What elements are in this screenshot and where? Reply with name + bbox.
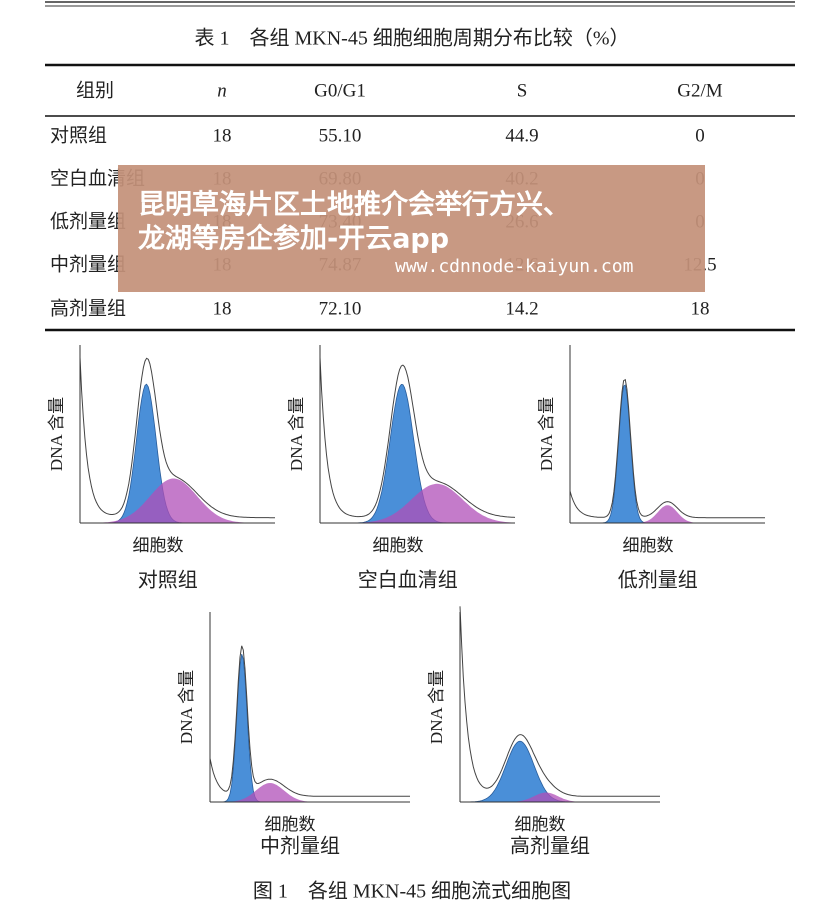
x-axis-label: 细胞数	[623, 536, 674, 555]
x-axis-label: 细胞数	[265, 815, 316, 834]
panel-caption: 空白血清组	[358, 569, 458, 592]
header-cell: n	[217, 80, 227, 101]
table-cell: 44.9	[505, 125, 538, 146]
x-axis-label: 细胞数	[373, 536, 424, 555]
row-label: 对照组	[50, 124, 107, 146]
row-label: 高剂量组	[50, 297, 126, 319]
table-cell: 72.10	[319, 298, 362, 319]
g1-peak	[210, 653, 410, 803]
outline	[569, 378, 765, 519]
table-cell: 18	[213, 125, 232, 146]
y-axis-label: DNA 含量	[427, 670, 446, 744]
header-cell: G2/M	[677, 80, 723, 101]
panel-caption: 中剂量组	[260, 835, 340, 858]
x-axis-label: 细胞数	[133, 536, 184, 555]
table-cell: 0	[695, 125, 705, 146]
panel-caption: 对照组	[138, 569, 198, 592]
outline	[209, 645, 410, 797]
table-cell: 18	[691, 298, 710, 319]
s-phase	[320, 483, 515, 523]
g1-peak	[460, 740, 660, 803]
header-cell: S	[517, 80, 528, 101]
outline	[319, 357, 516, 518]
s-phase	[570, 505, 765, 523]
table-title: 表 1 各组 MKN-45 细胞细胞周期分布比较（%）	[195, 27, 630, 50]
header-cell: 组别	[76, 79, 114, 101]
panel-caption: 低剂量组	[618, 569, 698, 592]
figure-caption: 图 1 各组 MKN-45 细胞流式细胞图	[253, 880, 571, 903]
overlay-url: www.cdnnode-kaiyun.com	[395, 256, 633, 277]
outline	[79, 357, 275, 519]
x-axis-label: 细胞数	[515, 815, 566, 834]
row-label: 中剂量组	[50, 253, 126, 275]
g1-peak	[570, 384, 765, 524]
s-phase	[210, 783, 410, 802]
overlay-box	[118, 165, 705, 292]
table-cell: 55.10	[319, 125, 362, 146]
header-cell: G0/G1	[314, 80, 366, 101]
overlay-headline: 龙湖等房企参加-开云app	[138, 223, 449, 255]
outline	[459, 606, 660, 797]
table-cell: 14.2	[505, 298, 538, 319]
overlay-headline: 昆明草海片区土地推介会举行方兴、	[138, 189, 570, 221]
panel-caption: 高剂量组	[510, 835, 590, 858]
s-phase	[460, 792, 660, 802]
table-cell: 18	[213, 298, 232, 319]
y-axis-label: DNA 含量	[47, 397, 66, 471]
s-phase	[80, 478, 275, 523]
row-label: 低剂量组	[50, 210, 126, 232]
y-axis-label: DNA 含量	[177, 670, 196, 744]
ad-overlay: 昆明草海片区土地推介会举行方兴、 龙湖等房企参加-开云app www.cdnno…	[118, 165, 705, 292]
y-axis-label: DNA 含量	[287, 397, 306, 471]
y-axis-label: DNA 含量	[537, 397, 556, 471]
